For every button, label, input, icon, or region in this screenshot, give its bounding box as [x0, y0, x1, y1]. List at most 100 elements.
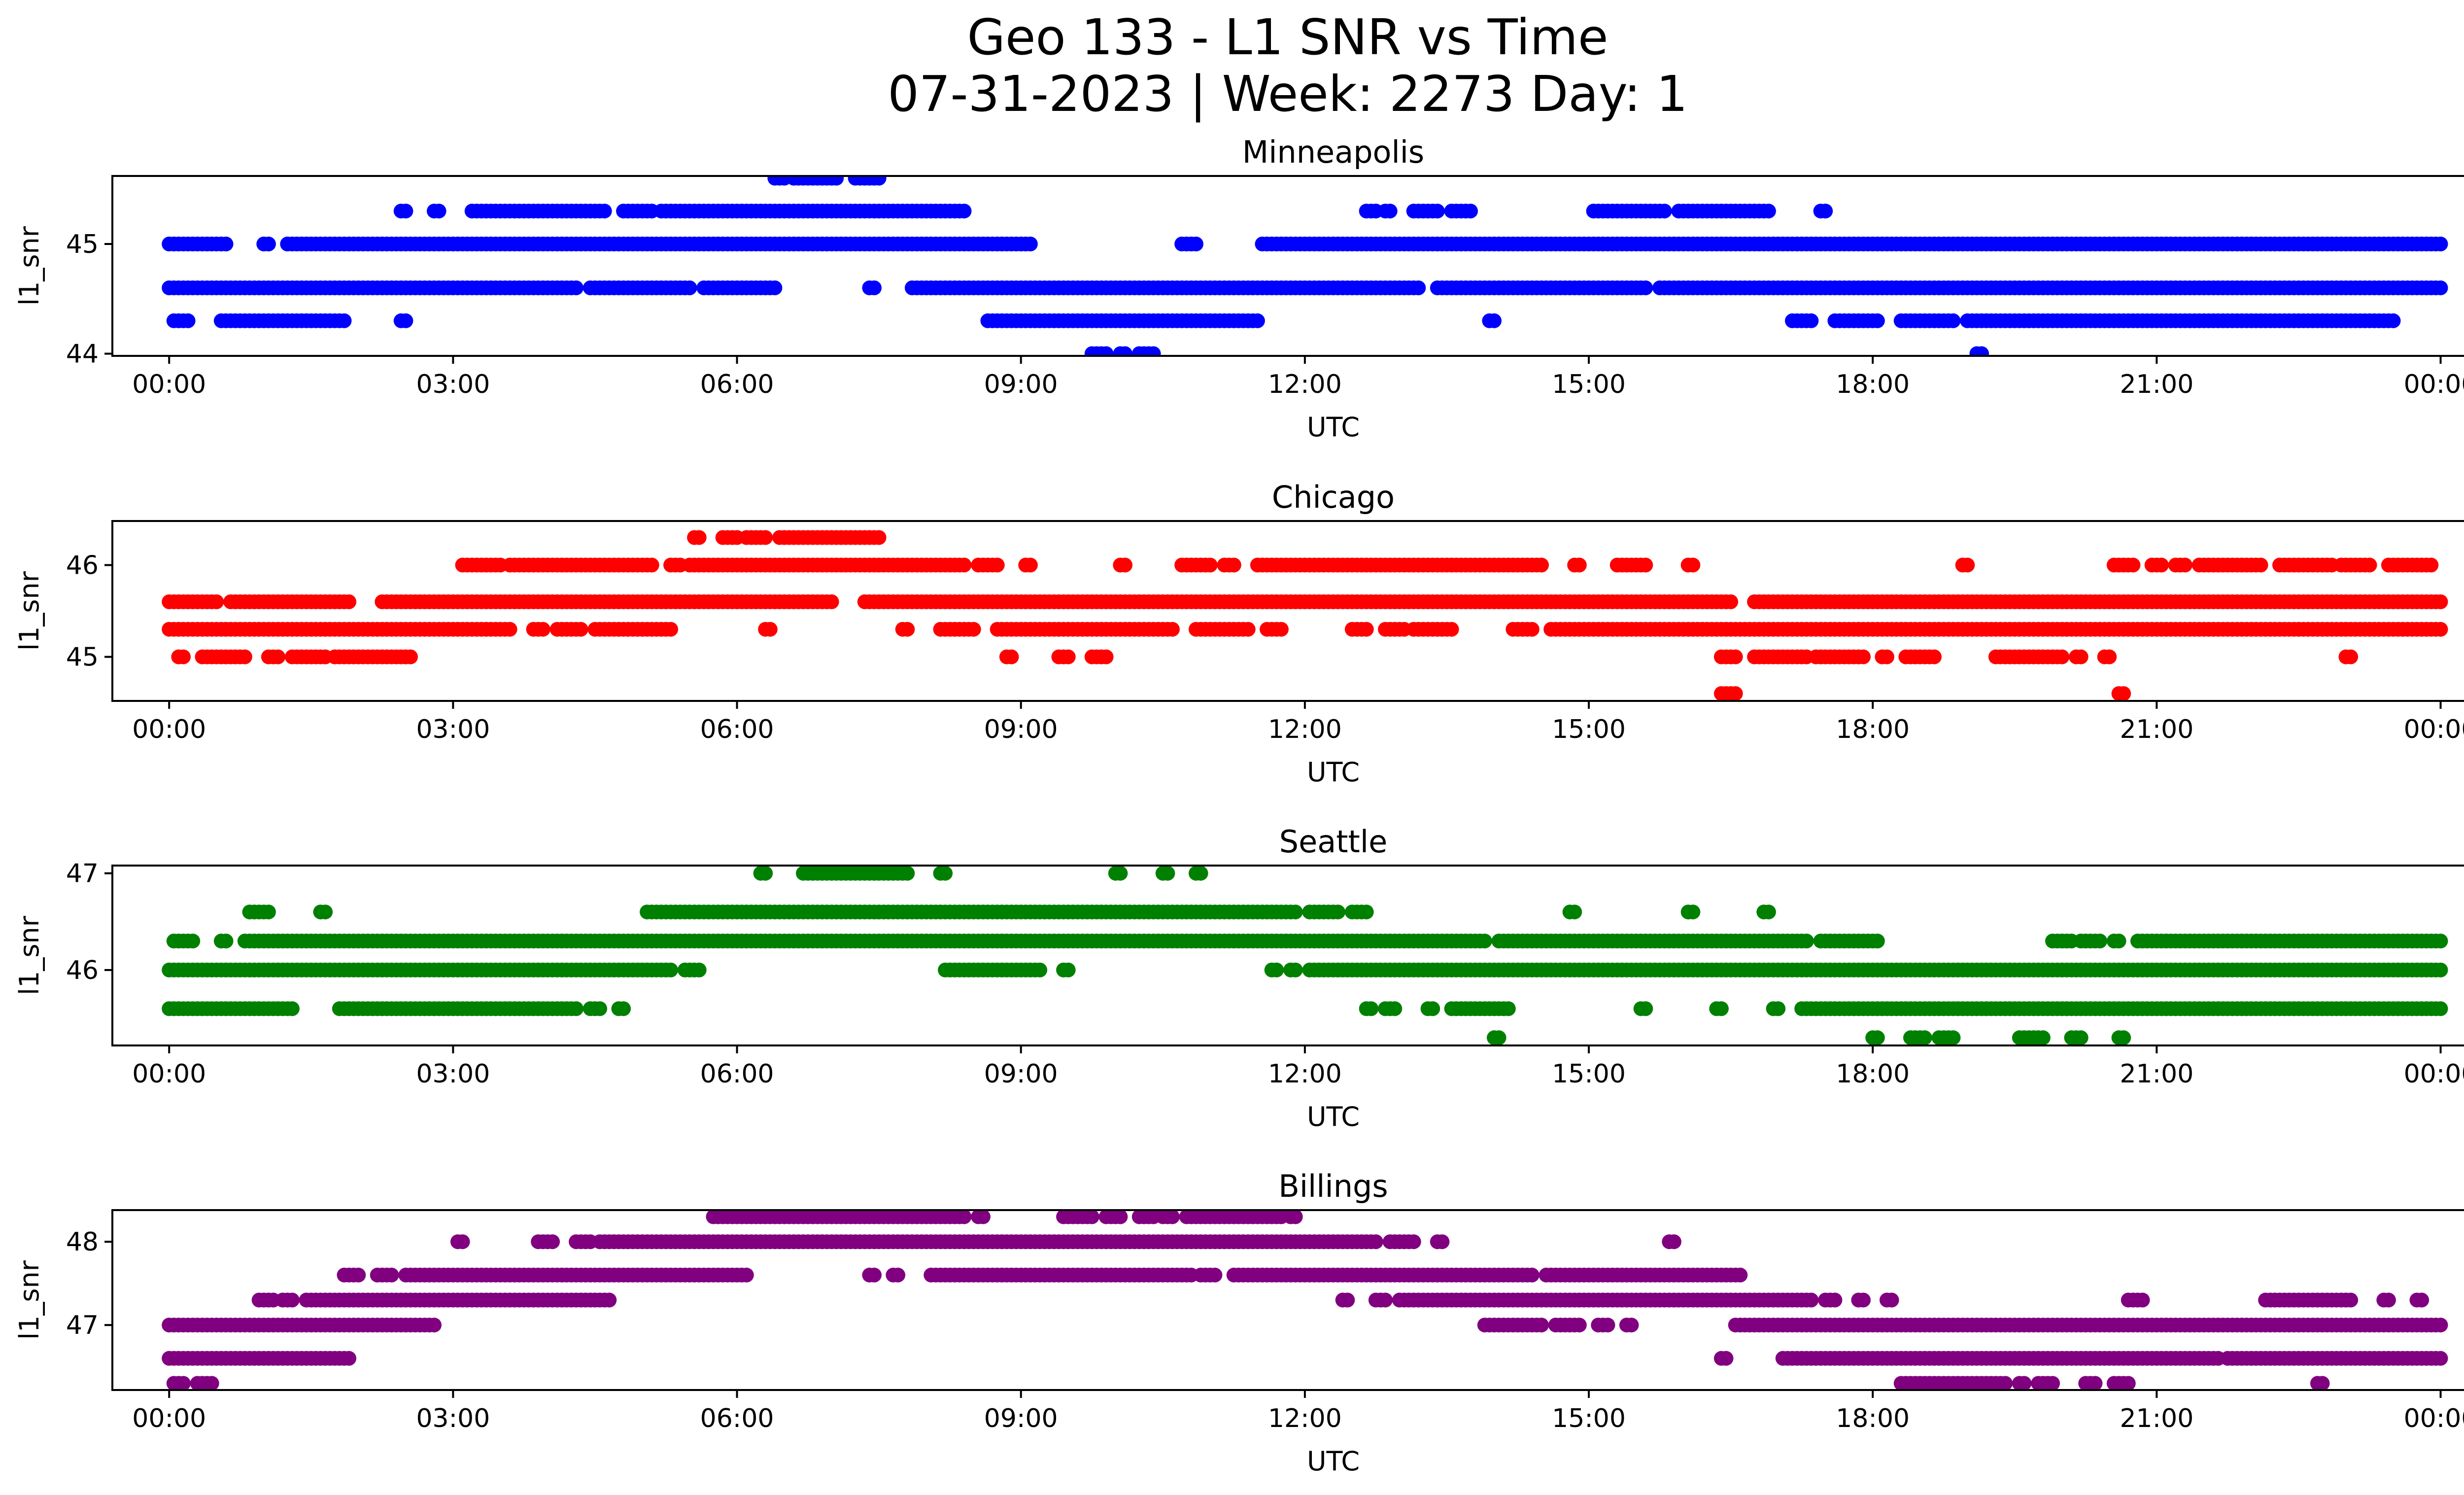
x-axis-label: UTC	[1307, 757, 1360, 788]
data-point	[1146, 346, 1161, 356]
data-point	[2073, 1030, 2088, 1045]
data-point	[867, 1267, 882, 1283]
data-point	[1804, 1292, 1819, 1308]
data-point	[271, 649, 286, 664]
y-tick-label: 47	[66, 859, 99, 889]
data-point	[403, 649, 418, 664]
data-point	[1189, 237, 1203, 251]
data-point	[1761, 904, 1776, 920]
data-point	[1600, 1318, 1615, 1333]
data-point	[427, 1318, 442, 1333]
data-point	[209, 594, 224, 609]
x-tick-label: 06:00	[700, 715, 774, 744]
data-point	[1118, 346, 1132, 356]
data-point	[1250, 313, 1265, 328]
data-point	[1524, 622, 1540, 637]
data-point	[2381, 1292, 2396, 1308]
data-point	[218, 237, 234, 251]
data-point	[1202, 557, 1218, 573]
data-point	[2433, 280, 2448, 295]
data-point	[1004, 649, 1019, 664]
x-tick-label: 00:00	[132, 715, 206, 744]
data-point	[176, 649, 191, 664]
y-tick-label: 45	[66, 230, 99, 259]
y-tick-label: 46	[66, 551, 99, 580]
x-tick-label: 00:00	[132, 370, 206, 399]
data-point	[455, 1234, 470, 1250]
data-point	[867, 280, 882, 295]
data-point	[2154, 557, 2169, 573]
y-tick-label: 45	[66, 643, 99, 672]
y-tick-label: 46	[66, 956, 99, 985]
x-tick-label: 15:00	[1552, 1059, 1626, 1089]
axes-frame	[111, 520, 2464, 702]
data-points	[162, 176, 2448, 356]
data-point	[502, 622, 517, 637]
data-point	[2433, 1318, 2448, 1333]
data-point	[1870, 313, 1885, 328]
data-point	[569, 280, 584, 295]
data-point	[1368, 1234, 1383, 1250]
x-tick-label: 09:00	[984, 1059, 1058, 1089]
data-point	[990, 557, 1005, 573]
data-point	[975, 1210, 991, 1224]
data-point	[1382, 204, 1398, 219]
axes-frame	[111, 865, 2464, 1046]
data-point	[1359, 904, 1374, 920]
data-point	[1288, 962, 1303, 977]
data-point	[398, 313, 413, 328]
data-point	[767, 280, 783, 295]
data-points	[162, 530, 2448, 701]
data-point	[1870, 1030, 1885, 1045]
data-point	[1273, 622, 1289, 637]
x-tick-label: 12:00	[1268, 370, 1342, 399]
data-point	[237, 649, 252, 664]
data-point	[2424, 557, 2439, 573]
x-tick-label: 21:00	[2120, 370, 2193, 399]
data-point	[1761, 204, 1776, 219]
data-point	[1193, 866, 1208, 881]
data-point	[691, 530, 707, 545]
data-point	[431, 204, 446, 219]
figure-title-line1: Geo 133 - L1 SNR vs Time	[967, 8, 1608, 66]
data-point	[758, 866, 773, 881]
data-point	[2116, 1030, 2131, 1045]
data-point	[1387, 1001, 1403, 1016]
data-point	[1098, 649, 1114, 664]
data-point	[691, 962, 707, 977]
data-point	[337, 313, 352, 328]
data-point	[1113, 866, 1128, 881]
data-point	[592, 1001, 608, 1016]
data-point	[2125, 557, 2141, 573]
y-axis-label: l1_snr	[14, 226, 45, 306]
data-point	[1567, 904, 1582, 920]
x-tick-label: 15:00	[1552, 715, 1626, 744]
data-point	[1657, 204, 1672, 219]
panel-title: Chicago	[1272, 479, 1395, 515]
data-point	[1713, 1001, 1729, 1016]
data-point	[2035, 1030, 2051, 1045]
x-tick-label: 03:00	[416, 370, 490, 399]
data-point	[663, 962, 679, 977]
x-tick-label: 09:00	[984, 370, 1058, 399]
data-point	[569, 1001, 584, 1016]
x-tick-label: 00:00	[2404, 370, 2464, 399]
data-point	[351, 1267, 366, 1283]
data-point	[1884, 1292, 1899, 1308]
data-point	[1870, 934, 1885, 949]
data-point	[1477, 934, 1492, 949]
data-point	[829, 176, 844, 186]
data-point	[1435, 1234, 1450, 1250]
data-point	[1771, 1001, 1786, 1016]
data-point	[1666, 1234, 1681, 1250]
data-point	[1430, 204, 1445, 219]
data-point	[2116, 686, 2131, 701]
data-point	[1084, 1210, 1099, 1224]
x-tick-label: 18:00	[1836, 1059, 1910, 1089]
data-point	[1165, 1210, 1180, 1224]
data-point	[957, 1210, 972, 1224]
data-point	[2433, 962, 2448, 977]
